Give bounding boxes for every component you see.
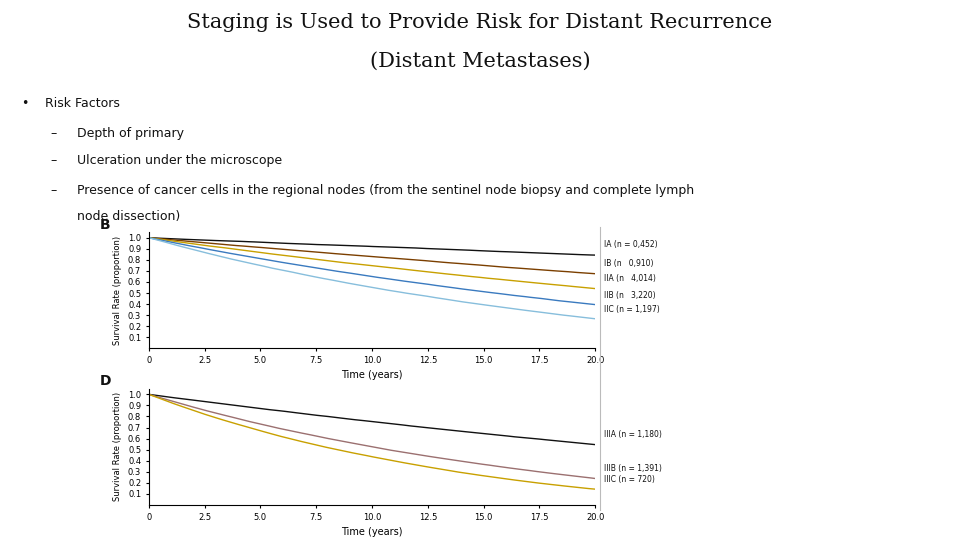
Text: IB (n   0,910): IB (n 0,910) [604, 259, 654, 268]
Y-axis label: Survival Rate (proportion): Survival Rate (proportion) [113, 392, 122, 502]
Text: –: – [50, 154, 57, 167]
Text: node dissection): node dissection) [77, 210, 180, 222]
Text: IIB (n   3,220): IIB (n 3,220) [604, 291, 656, 300]
X-axis label: Time (years): Time (years) [341, 527, 403, 537]
Text: IIC (n = 1,197): IIC (n = 1,197) [604, 305, 660, 314]
Text: (Distant Metastases): (Distant Metastases) [370, 51, 590, 70]
Text: Ulceration under the microscope: Ulceration under the microscope [77, 154, 282, 167]
Text: IA (n = 0,452): IA (n = 0,452) [604, 240, 658, 249]
Text: IIIB (n = 1,391): IIIB (n = 1,391) [604, 464, 662, 474]
Text: IIIC (n = 720): IIIC (n = 720) [604, 475, 655, 484]
Y-axis label: Survival Rate (proportion): Survival Rate (proportion) [113, 235, 122, 345]
Text: B: B [100, 218, 110, 232]
Text: •: • [21, 97, 29, 110]
Text: Staging is Used to Provide Risk for Distant Recurrence: Staging is Used to Provide Risk for Dist… [187, 14, 773, 32]
X-axis label: Time (years): Time (years) [341, 370, 403, 381]
Text: D: D [100, 374, 111, 388]
Text: IIIA (n = 1,180): IIIA (n = 1,180) [604, 430, 662, 438]
Text: Depth of primary: Depth of primary [77, 127, 183, 140]
Text: –: – [50, 127, 57, 140]
Text: Presence of cancer cells in the regional nodes (from the sentinel node biopsy an: Presence of cancer cells in the regional… [77, 184, 694, 197]
Text: Risk Factors: Risk Factors [45, 97, 120, 110]
Text: IIA (n   4,014): IIA (n 4,014) [604, 274, 656, 283]
Text: –: – [50, 184, 57, 197]
